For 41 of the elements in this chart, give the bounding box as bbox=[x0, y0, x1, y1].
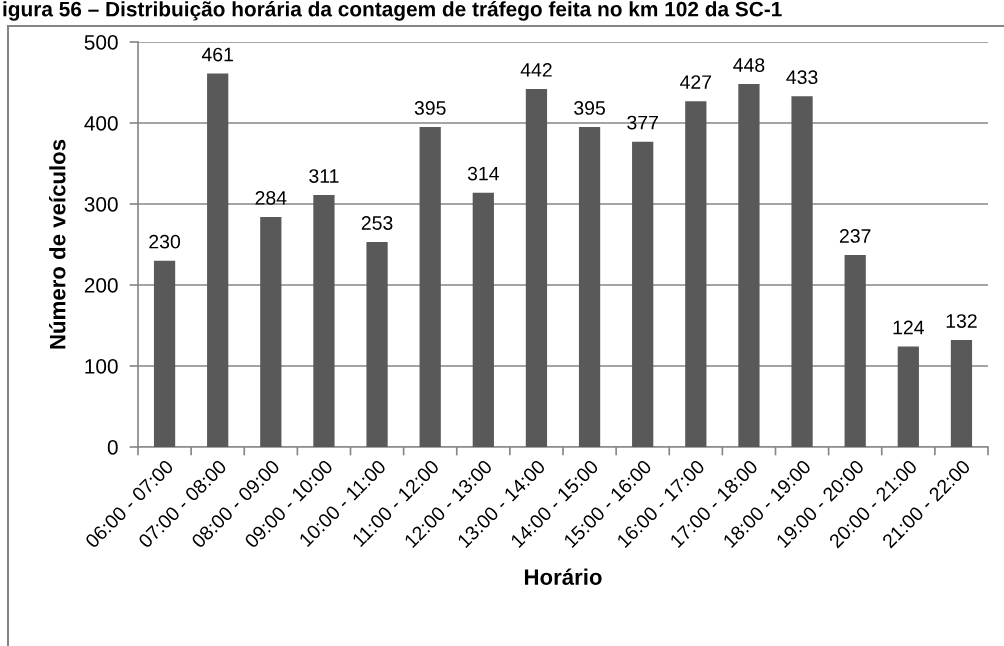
bar bbox=[844, 255, 866, 447]
y-tick-label: 500 bbox=[84, 35, 118, 50]
bar bbox=[419, 127, 441, 447]
data-label: 237 bbox=[839, 229, 871, 243]
bar bbox=[207, 73, 229, 447]
bar bbox=[578, 127, 601, 447]
data-label: 132 bbox=[946, 314, 977, 328]
data-label: 314 bbox=[467, 166, 499, 181]
data-label: 427 bbox=[680, 75, 712, 89]
bar bbox=[472, 192, 494, 447]
y-tick-label: 100 bbox=[85, 359, 118, 374]
y-tick-label: 300 bbox=[84, 197, 118, 212]
data-label: 377 bbox=[627, 115, 658, 130]
data-label: 253 bbox=[361, 216, 393, 230]
bar bbox=[153, 260, 176, 447]
data-label: 442 bbox=[520, 63, 552, 77]
bar bbox=[366, 242, 388, 447]
data-label: 311 bbox=[309, 169, 339, 183]
data-label: 461 bbox=[201, 47, 233, 62]
y-axis-title: Número de veículos bbox=[49, 139, 66, 349]
bar bbox=[313, 195, 335, 447]
data-label: 284 bbox=[255, 191, 287, 205]
y-tick-label: 400 bbox=[84, 116, 118, 131]
bar bbox=[260, 216, 282, 447]
data-label: 433 bbox=[786, 70, 818, 85]
data-label: 448 bbox=[733, 58, 765, 72]
bar bbox=[738, 84, 760, 447]
bar bbox=[685, 101, 707, 447]
bar bbox=[950, 340, 973, 447]
bar bbox=[897, 346, 919, 447]
data-label: 395 bbox=[414, 101, 446, 115]
data-label: 395 bbox=[574, 101, 605, 115]
bar bbox=[791, 96, 813, 447]
bar bbox=[632, 141, 654, 447]
y-tick-label: 200 bbox=[84, 278, 118, 293]
chart-title: igura 56 – Distribuição horária da contagem de tráfego feita no km 102 da SC-1 bbox=[3, 1, 782, 21]
data-label: 124 bbox=[893, 320, 924, 335]
y-tick-label: 0 bbox=[107, 440, 118, 455]
bar bbox=[525, 88, 548, 447]
x-axis-title: Horário bbox=[524, 568, 602, 585]
data-label: 230 bbox=[149, 234, 181, 249]
